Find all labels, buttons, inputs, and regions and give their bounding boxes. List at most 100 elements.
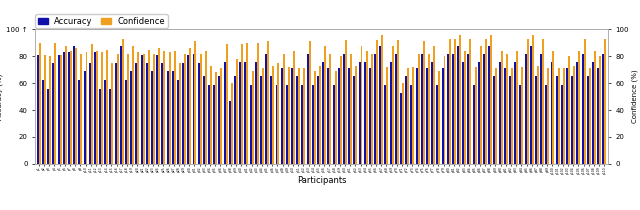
Bar [246, 43, 248, 164]
Bar [400, 93, 402, 164]
X-axis label: Participants: Participants [297, 176, 346, 185]
Bar [115, 63, 116, 164]
Bar [577, 62, 579, 164]
Bar [68, 52, 70, 164]
Bar [488, 46, 490, 164]
Bar [141, 55, 143, 164]
Bar [298, 68, 300, 164]
Bar [385, 84, 387, 164]
Bar [58, 55, 60, 164]
Bar [522, 67, 524, 164]
Bar [151, 71, 153, 164]
Bar [104, 80, 106, 164]
Bar [286, 84, 288, 164]
Bar [493, 76, 495, 164]
Bar [223, 62, 226, 164]
Bar [525, 54, 527, 164]
Bar [203, 76, 205, 164]
Bar [470, 39, 472, 164]
Bar [387, 67, 388, 164]
Bar [594, 51, 596, 164]
Bar [343, 54, 345, 164]
Bar [475, 67, 477, 164]
Bar [532, 35, 534, 164]
Bar [478, 62, 480, 164]
Bar [452, 54, 454, 164]
Bar [210, 66, 212, 164]
Bar [218, 76, 220, 164]
Bar [499, 62, 500, 164]
Bar [303, 68, 305, 164]
Bar [49, 56, 51, 164]
Bar [485, 39, 487, 164]
Bar [545, 84, 547, 164]
Bar [587, 76, 589, 164]
Bar [241, 44, 243, 164]
Bar [457, 46, 459, 164]
Bar [265, 54, 267, 164]
Bar [195, 42, 196, 164]
Bar [340, 56, 342, 164]
Bar [94, 52, 96, 164]
Bar [281, 68, 283, 164]
Bar [592, 62, 594, 164]
Bar [566, 68, 568, 164]
Bar [407, 68, 409, 164]
Bar [177, 80, 179, 164]
Bar [111, 63, 113, 164]
Bar [602, 54, 604, 164]
Bar [262, 68, 264, 164]
Bar [431, 62, 433, 164]
Bar [358, 62, 360, 164]
Bar [84, 71, 86, 164]
Bar [495, 68, 497, 164]
Bar [597, 68, 599, 164]
Bar [78, 80, 81, 164]
Bar [296, 76, 298, 164]
Bar [81, 54, 83, 164]
Bar [301, 84, 303, 164]
Bar [161, 63, 163, 164]
Bar [63, 52, 65, 164]
Bar [86, 52, 88, 164]
Bar [312, 84, 314, 164]
Bar [530, 46, 532, 164]
Bar [355, 66, 357, 164]
Bar [514, 62, 516, 164]
Bar [464, 51, 467, 164]
Bar [447, 54, 449, 164]
Bar [345, 40, 347, 164]
Bar [213, 84, 215, 164]
Bar [561, 84, 563, 164]
Bar [109, 89, 111, 164]
Bar [116, 54, 118, 164]
Bar [184, 54, 186, 164]
Bar [193, 54, 195, 164]
Bar [229, 101, 231, 164]
Bar [182, 63, 184, 164]
Bar [200, 54, 202, 164]
Bar [101, 52, 103, 164]
Bar [153, 54, 155, 164]
Bar [436, 84, 438, 164]
Bar [449, 39, 451, 164]
Bar [417, 54, 420, 164]
Bar [582, 54, 584, 164]
Bar [360, 46, 362, 164]
Bar [604, 39, 606, 164]
Bar [156, 55, 158, 164]
Bar [73, 46, 75, 164]
Bar [504, 68, 506, 164]
Bar [421, 54, 423, 164]
Bar [163, 51, 165, 164]
Bar [172, 71, 173, 164]
Bar [480, 46, 482, 164]
Bar [490, 35, 492, 164]
Bar [189, 48, 191, 164]
Bar [563, 68, 565, 164]
Bar [267, 42, 269, 164]
Bar [395, 54, 397, 164]
Bar [89, 63, 91, 164]
Bar [255, 62, 257, 164]
Bar [173, 51, 176, 164]
